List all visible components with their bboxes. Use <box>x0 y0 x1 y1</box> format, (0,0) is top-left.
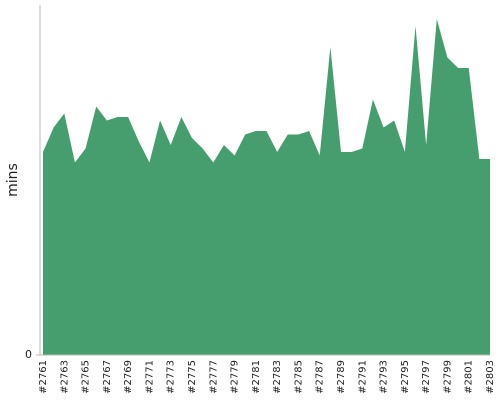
x-tick-label: #2767 <box>102 360 113 394</box>
x-tick-label: #2771 <box>144 360 155 394</box>
x-tick-label: #2801 <box>464 360 475 394</box>
x-tick-label: #2781 <box>251 360 262 394</box>
x-tick-label: #2799 <box>442 360 453 394</box>
x-tick-label: #2797 <box>421 360 432 394</box>
y-tick-label: 0 <box>25 348 32 361</box>
x-tick-label: #2773 <box>166 360 177 394</box>
area <box>43 19 490 355</box>
x-tick-label: #2789 <box>336 360 347 394</box>
x-tick-label: #2785 <box>293 360 304 394</box>
x-tick-label: #2783 <box>272 360 283 394</box>
x-tick-label: #2769 <box>123 360 134 394</box>
x-tick-label: #2779 <box>230 360 241 394</box>
x-tick-label: #2791 <box>357 360 368 394</box>
x-tick-label: #2803 <box>485 360 496 394</box>
x-tick-label: #2793 <box>379 360 390 394</box>
x-tick-label: #2763 <box>59 360 70 394</box>
x-tick-label: #2765 <box>81 360 92 394</box>
x-tick-label: #2795 <box>400 360 411 394</box>
x-tick-label: #2777 <box>208 360 219 394</box>
x-tick-label: #2761 <box>38 360 49 394</box>
x-tick-label: #2787 <box>315 360 326 394</box>
y-axis-label: mins <box>5 163 21 197</box>
x-tick-label: #2775 <box>187 360 198 394</box>
